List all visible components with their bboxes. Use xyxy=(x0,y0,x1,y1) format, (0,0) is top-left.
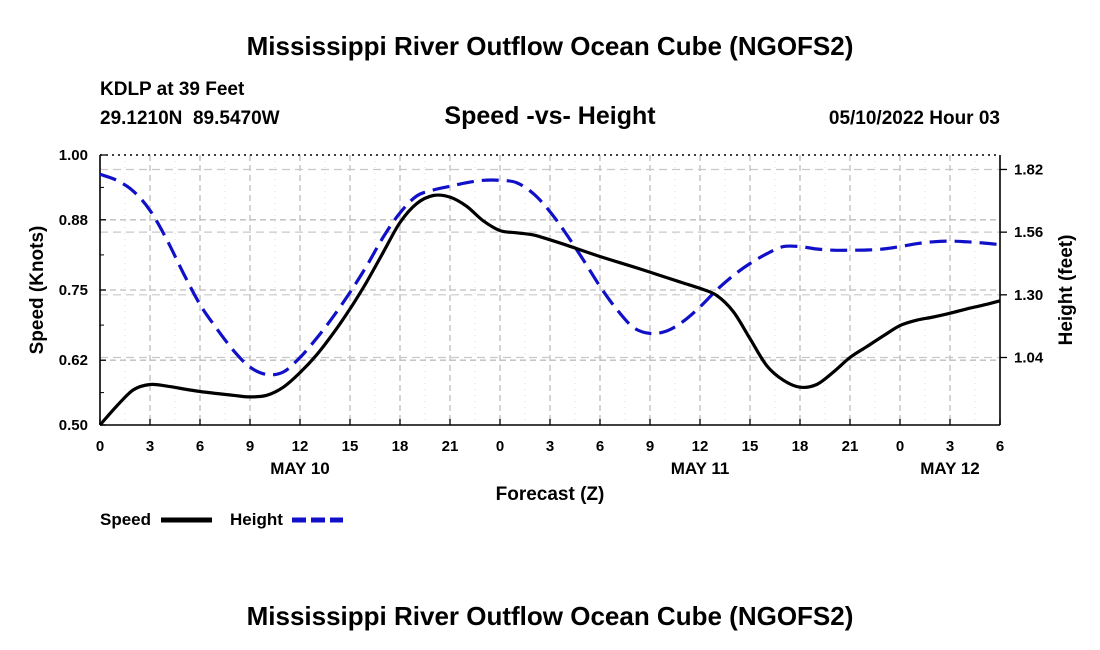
y-tick-label: 0.50 xyxy=(59,417,88,434)
x-tick-label: 6 xyxy=(996,438,1004,455)
y2-tick-label: 1.30 xyxy=(1014,287,1043,304)
forecast-datetime: 05/10/2022 Hour 03 xyxy=(829,108,1000,129)
date-label: MAY 12 xyxy=(920,459,980,478)
x-tick-label: 3 xyxy=(146,438,154,455)
x-tick-label: 6 xyxy=(196,438,204,455)
y-axis-label: Speed (Knots) xyxy=(27,226,48,355)
y-tick-label: 1.00 xyxy=(59,147,88,164)
legend-label-speed: Speed xyxy=(100,510,151,529)
x-tick-label: 18 xyxy=(792,438,809,455)
x-tick-label: 0 xyxy=(496,438,504,455)
y-tick-label: 0.88 xyxy=(59,212,88,229)
x-tick-label: 12 xyxy=(292,438,309,455)
chart-subtitle: Speed -vs- Height xyxy=(444,102,656,130)
y2-tick-label: 1.04 xyxy=(1014,350,1044,367)
speed-line xyxy=(98,193,1001,427)
x-tick-label: 3 xyxy=(946,438,954,455)
x-tick-label: 9 xyxy=(246,438,254,455)
x-tick-label: 15 xyxy=(742,438,759,455)
date-label: MAY 11 xyxy=(671,459,730,478)
chart-title-repeat: Mississippi River Outflow Ocean Cube (NG… xyxy=(247,601,854,631)
station-label: KDLP at 39 Feet xyxy=(100,79,245,100)
chart-title: Mississippi River Outflow Ocean Cube (NG… xyxy=(247,31,854,61)
y2-tick-label: 1.56 xyxy=(1014,224,1043,241)
height-line xyxy=(99,172,1001,377)
series-lines xyxy=(98,172,1001,427)
y-tick-label: 0.75 xyxy=(59,282,88,299)
x-tick-label: 3 xyxy=(546,438,554,455)
legend: Speed Height xyxy=(100,510,343,529)
x-tick-label: 12 xyxy=(692,438,709,455)
x-tick-label: 21 xyxy=(442,438,459,455)
y2-axis-label: Height (feet) xyxy=(1056,235,1077,346)
x-axis-label: Forecast (Z) xyxy=(496,484,605,505)
x-tick-label: 15 xyxy=(342,438,359,455)
legend-label-height: Height xyxy=(230,510,283,529)
x-tick-label: 0 xyxy=(896,438,904,455)
y-tick-label: 0.62 xyxy=(59,352,88,369)
x-tick-label: 18 xyxy=(392,438,409,455)
x-tick-label: 9 xyxy=(646,438,654,455)
date-label: MAY 10 xyxy=(270,459,330,478)
x-tick-label: 0 xyxy=(96,438,104,455)
axis-labels: 0 3 6 9 12 15 18 21 0 3 6 9 12 15 18 21 0 3 6 0.50 0.62 0.75 0… xyxy=(59,147,1044,478)
coordinates-label: 29.1210N 89.5470W xyxy=(100,108,280,129)
grid xyxy=(100,155,1000,425)
x-tick-label: 21 xyxy=(842,438,859,455)
y2-tick-label: 1.82 xyxy=(1014,161,1043,178)
x-tick-label: 6 xyxy=(596,438,604,455)
